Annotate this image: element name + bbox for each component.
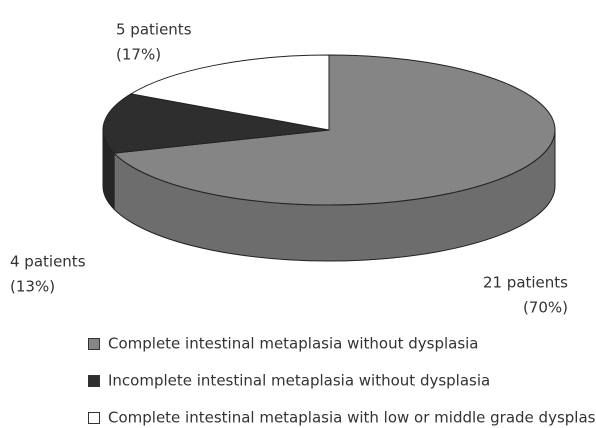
value-label: (70%) <box>523 299 568 317</box>
legend-label: Complete intestinal metaplasia without d… <box>108 335 479 353</box>
legend-label: Incomplete intestinal metaplasia without… <box>108 372 490 390</box>
legend-swatch <box>88 338 100 350</box>
count-label: 5 patients <box>116 21 192 39</box>
pie-slice <box>112 54 556 206</box>
count-label: 21 patients <box>483 274 568 292</box>
legend-swatch <box>88 412 100 424</box>
pie-slice <box>102 93 330 154</box>
pie-slice <box>129 54 330 131</box>
legend-swatch <box>88 375 100 387</box>
value-label: (17%) <box>116 46 161 64</box>
count-label: 4 patients <box>10 253 86 271</box>
value-label: (13%) <box>10 278 55 296</box>
legend-label: Complete intestinal metaplasia with low … <box>108 409 596 427</box>
